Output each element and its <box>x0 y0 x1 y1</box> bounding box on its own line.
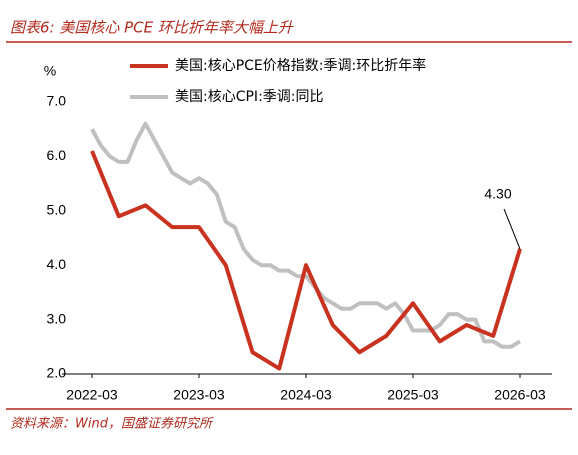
legend-label: 美国:核心CPI:季调:同比 <box>175 89 324 105</box>
series-line <box>90 121 522 349</box>
y-tick-label: 7.0 <box>47 93 67 109</box>
x-tick-label: 2024-03 <box>280 387 332 403</box>
chart-title: 图表6: 美国核心 PCE 环比折年率大幅上升 <box>10 19 294 37</box>
series-line <box>90 150 522 371</box>
y-axis-label: % <box>44 63 56 79</box>
x-tick-label: 2025-03 <box>387 387 439 403</box>
source-note: 资料来源：Wind，国盛证券研究所 <box>10 416 214 432</box>
x-tick-label: 2026-03 <box>494 387 546 403</box>
y-tick-label: 2.0 <box>47 365 67 381</box>
data-label: 4.30 <box>484 186 511 202</box>
x-tick-label: 2022-03 <box>66 387 118 403</box>
label-leader <box>503 208 521 250</box>
y-tick-label: 6.0 <box>47 147 67 163</box>
legend-label: 美国:核心PCE价格指数:季调:环比折年率 <box>175 57 426 74</box>
y-tick-label: 4.0 <box>47 256 67 272</box>
x-tick-label: 2023-03 <box>173 387 225 403</box>
y-tick-label: 3.0 <box>47 310 67 326</box>
y-tick-label: 5.0 <box>47 202 67 218</box>
